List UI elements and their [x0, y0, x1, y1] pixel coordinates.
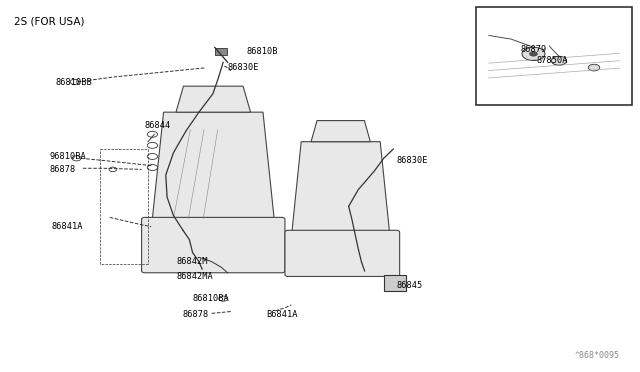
Text: 86878: 86878: [183, 310, 209, 319]
Polygon shape: [311, 121, 371, 142]
Text: 86844: 86844: [145, 121, 171, 129]
Text: 86842M: 86842M: [177, 257, 208, 266]
Circle shape: [551, 56, 566, 65]
Text: 86842MA: 86842MA: [177, 272, 213, 281]
Text: B6841A: B6841A: [266, 310, 298, 319]
Bar: [216, 48, 227, 55]
Text: 86878: 86878: [49, 165, 76, 174]
Text: 86830E: 86830E: [396, 155, 428, 165]
FancyBboxPatch shape: [141, 217, 285, 273]
Text: 86810BA: 86810BA: [193, 294, 229, 303]
Text: 86841A: 86841A: [51, 222, 83, 231]
FancyBboxPatch shape: [285, 230, 399, 276]
Polygon shape: [151, 112, 275, 230]
Text: 2S (FOR USA): 2S (FOR USA): [14, 17, 84, 27]
Text: 86879: 86879: [521, 45, 547, 54]
Bar: [384, 275, 406, 291]
Text: 86810B: 86810B: [246, 47, 278, 56]
Text: 86830E: 86830E: [228, 63, 259, 72]
Circle shape: [530, 52, 538, 56]
Polygon shape: [176, 86, 250, 112]
Text: ^868*0095: ^868*0095: [575, 351, 620, 360]
Text: 87850A: 87850A: [537, 56, 568, 65]
Text: 86845: 86845: [396, 281, 422, 290]
Bar: [476, 7, 632, 105]
Circle shape: [588, 64, 600, 71]
Circle shape: [522, 47, 545, 61]
Text: 96810BA: 96810BA: [49, 152, 86, 161]
Text: 86810BB: 86810BB: [56, 78, 92, 87]
Polygon shape: [291, 142, 390, 238]
